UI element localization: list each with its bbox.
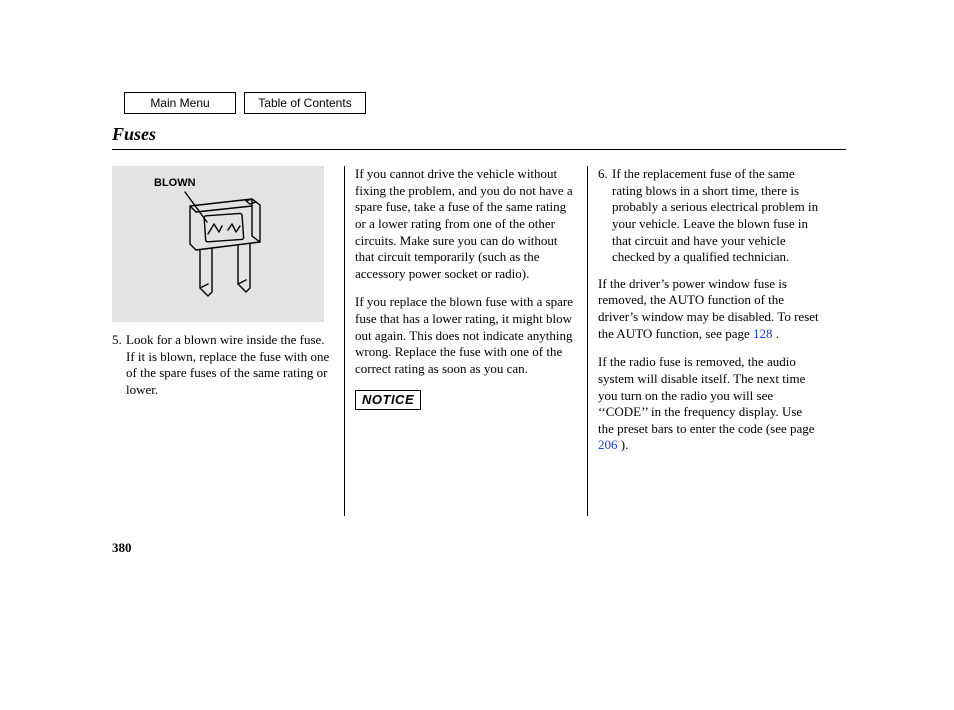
fuse-illustration: BLOWN bbox=[112, 166, 324, 322]
page-title: Fuses bbox=[112, 124, 846, 145]
list-number-5: 5. bbox=[112, 332, 126, 399]
page-number: 380 bbox=[112, 540, 132, 556]
col2-paragraph-1: If you cannot drive the vehicle without … bbox=[355, 166, 577, 282]
page-link-128[interactable]: 128 bbox=[753, 326, 773, 341]
column-3: 6. If the replacement fuse of the same r… bbox=[598, 166, 820, 516]
col3-paragraph-2: If the driver’s power window fuse is rem… bbox=[598, 276, 820, 343]
notice-label: NOTICE bbox=[355, 390, 421, 411]
col3-p3-text-a: If the radio fuse is removed, the audio … bbox=[598, 354, 815, 436]
page-link-206[interactable]: 206 bbox=[598, 437, 618, 452]
title-rule bbox=[112, 149, 846, 150]
fuse-svg bbox=[112, 166, 324, 322]
column-separator-1 bbox=[344, 166, 345, 516]
col3-p3-text-b: ). bbox=[618, 437, 629, 452]
page-container: Main Menu Table of Contents Fuses BLOWN bbox=[112, 92, 846, 516]
list-body-5: Look for a blown wire inside the fuse. I… bbox=[126, 332, 334, 399]
list-number-6: 6. bbox=[598, 166, 612, 266]
col3-p2-text-a: If the driver’s power window fuse is rem… bbox=[598, 276, 819, 341]
column-2: If you cannot drive the vehicle without … bbox=[355, 166, 577, 516]
columns: BLOWN bbox=[112, 166, 846, 516]
list-body-6: If the replacement fuse of the same rati… bbox=[612, 166, 820, 266]
nav-row: Main Menu Table of Contents bbox=[124, 92, 846, 114]
column-1: BLOWN bbox=[112, 166, 334, 516]
table-of-contents-button[interactable]: Table of Contents bbox=[244, 92, 366, 114]
list-item-5: 5. Look for a blown wire inside the fuse… bbox=[112, 332, 334, 399]
column-separator-2 bbox=[587, 166, 588, 516]
list-item-6: 6. If the replacement fuse of the same r… bbox=[598, 166, 820, 266]
notice-box: NOTICE bbox=[355, 390, 577, 411]
col3-p2-text-b: . bbox=[773, 326, 780, 341]
main-menu-button[interactable]: Main Menu bbox=[124, 92, 236, 114]
col2-paragraph-2: If you replace the blown fuse with a spa… bbox=[355, 294, 577, 377]
col3-paragraph-3: If the radio fuse is removed, the audio … bbox=[598, 354, 820, 454]
